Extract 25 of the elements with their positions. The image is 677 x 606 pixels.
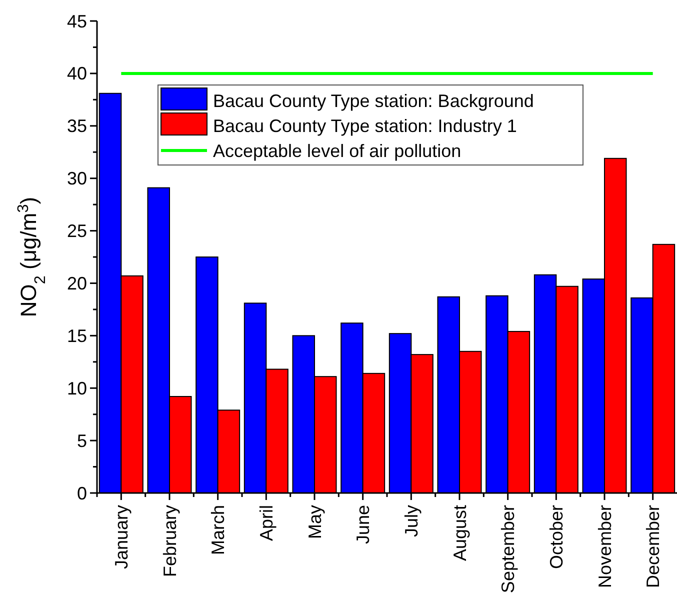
y-tick-label: 35 bbox=[66, 116, 87, 136]
x-tick-label: June bbox=[353, 505, 374, 544]
x-tick-label: February bbox=[160, 505, 180, 578]
y-tick-label: 25 bbox=[66, 221, 87, 242]
y-tick-label: 45 bbox=[66, 11, 87, 32]
x-tick-label: April bbox=[256, 505, 276, 542]
y-tick-label: 5 bbox=[76, 430, 87, 451]
x-tick-label: September bbox=[498, 505, 518, 594]
y-tick-label: 10 bbox=[66, 378, 87, 398]
x-tick-label: August bbox=[450, 505, 470, 562]
x-tick-label: November bbox=[594, 504, 615, 588]
x-tick-label: December bbox=[643, 504, 664, 588]
x-tick-label: October bbox=[546, 504, 566, 570]
y-tick-label: 0 bbox=[76, 483, 87, 504]
y-tick-label: 40 bbox=[66, 64, 87, 84]
x-tick-label: July bbox=[401, 505, 422, 538]
y-tick-label: 30 bbox=[66, 168, 87, 189]
legend-label: Bacau County Type station: Background bbox=[213, 90, 534, 111]
x-tick-label: March bbox=[208, 505, 228, 556]
y-tick-label: 20 bbox=[66, 274, 87, 294]
x-tick-label: May bbox=[304, 505, 325, 540]
y-tick-label: 15 bbox=[66, 326, 87, 346]
legend-label: Bacau County Type station: Industry 1 bbox=[213, 116, 517, 136]
legend-label: Acceptable level of air pollution bbox=[213, 140, 462, 161]
x-tick-label: January bbox=[111, 505, 132, 570]
